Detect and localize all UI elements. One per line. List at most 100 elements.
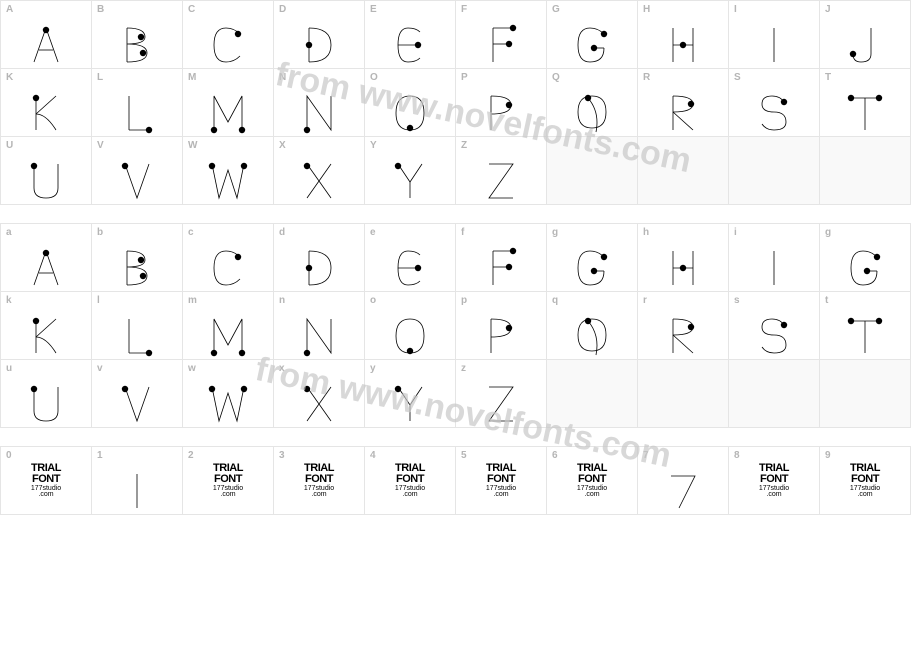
cell-lower-1-5: p: [456, 292, 547, 360]
cell-label: 5: [461, 450, 467, 461]
glyph-R: [638, 310, 728, 359]
trial-font-placeholder: TRIALFONT 177studio.com: [729, 447, 819, 514]
cell-lower-2-3: x: [274, 360, 365, 428]
cell-label: Z: [461, 140, 467, 151]
cell-lower-1-7: r: [638, 292, 729, 360]
cell-label: d: [279, 227, 285, 238]
cell-label: 9: [825, 450, 831, 461]
cell-label: e: [370, 227, 376, 238]
cell-lower-0-5: f: [456, 224, 547, 292]
cell-label: K: [6, 72, 13, 83]
cell-lower-0-4: e: [365, 224, 456, 292]
number-row: 0 TRIALFONT 177studio.com 12 TRIALFONT 1…: [0, 446, 911, 515]
glyph-C: [183, 242, 273, 291]
trial-font-placeholder: TRIALFONT 177studio.com: [183, 447, 273, 514]
cell-label: u: [6, 363, 12, 374]
glyph-D: [274, 19, 364, 68]
glyph-7: [638, 465, 728, 514]
cell-label: s: [734, 295, 740, 306]
cell-label: h: [643, 227, 649, 238]
trial-font-placeholder: TRIALFONT 177studio.com: [820, 447, 910, 514]
cell-label: J: [825, 4, 831, 15]
cell-lower-2-7: [638, 360, 729, 428]
cell-label: o: [370, 295, 376, 306]
cell-label: g: [825, 227, 831, 238]
glyph-G: [820, 242, 910, 291]
cell-label: S: [734, 72, 741, 83]
cell-num-0: 0 TRIALFONT 177studio.com: [1, 447, 92, 515]
upper-grid: ABCDEFGHIJKLMNOPQRSTUVWXYZ: [0, 0, 911, 205]
cell-upper-2-3: X: [274, 137, 365, 205]
cell-label: 4: [370, 450, 376, 461]
cell-upper-0-9: J: [820, 1, 911, 69]
glyph-U: [1, 378, 91, 427]
cell-label: b: [97, 227, 103, 238]
cell-label: B: [97, 4, 104, 15]
glyph-N: [274, 310, 364, 359]
glyph-M: [183, 310, 273, 359]
cell-label: y: [370, 363, 376, 374]
cell-label: n: [279, 295, 285, 306]
cell-label: L: [97, 72, 103, 83]
glyph-A: [1, 242, 91, 291]
cell-upper-2-9: [820, 137, 911, 205]
cell-lower-1-0: k: [1, 292, 92, 360]
cell-num-8: 8 TRIALFONT 177studio.com: [729, 447, 820, 515]
glyph-O: [365, 87, 455, 136]
trial-font-placeholder: TRIALFONT 177studio.com: [365, 447, 455, 514]
cell-label: k: [6, 295, 12, 306]
glyph-I: [729, 19, 819, 68]
cell-label: G: [552, 4, 560, 15]
glyph-Z: [456, 155, 546, 204]
cell-label: W: [188, 140, 197, 151]
glyph-C: [183, 19, 273, 68]
glyph-1: [92, 465, 182, 514]
cell-lower-0-7: h: [638, 224, 729, 292]
cell-label: Y: [370, 140, 377, 151]
cell-lower-2-6: [547, 360, 638, 428]
glyph-F: [456, 19, 546, 68]
cell-upper-2-1: V: [92, 137, 183, 205]
glyph-V: [92, 155, 182, 204]
cell-label: F: [461, 4, 467, 15]
glyph-V: [92, 378, 182, 427]
glyph-G: [547, 19, 637, 68]
cell-lower-2-9: [820, 360, 911, 428]
glyph-X: [274, 155, 364, 204]
cell-label: m: [188, 295, 197, 306]
cell-label: E: [370, 4, 377, 15]
cell-upper-0-7: H: [638, 1, 729, 69]
glyph-T: [820, 310, 910, 359]
cell-label: D: [279, 4, 286, 15]
cell-upper-0-8: I: [729, 1, 820, 69]
lower-grid: abcdefghigklmnopqrstuvwxyz: [0, 223, 911, 428]
cell-lower-1-4: o: [365, 292, 456, 360]
glyph-U: [1, 155, 91, 204]
cell-upper-2-7: [638, 137, 729, 205]
cell-upper-0-0: A: [1, 1, 92, 69]
cell-num-7: 7: [638, 447, 729, 515]
glyph-B: [92, 242, 182, 291]
cell-lower-1-8: s: [729, 292, 820, 360]
cell-label: M: [188, 72, 196, 83]
cell-label: i: [734, 227, 737, 238]
cell-upper-2-0: U: [1, 137, 92, 205]
cell-upper-0-6: G: [547, 1, 638, 69]
cell-upper-0-4: E: [365, 1, 456, 69]
cell-label: N: [279, 72, 286, 83]
glyph-Q: [547, 87, 637, 136]
cell-label: H: [643, 4, 650, 15]
glyph-S: [729, 310, 819, 359]
cell-label: 0: [6, 450, 12, 461]
cell-lower-0-1: b: [92, 224, 183, 292]
cell-upper-1-6: Q: [547, 69, 638, 137]
cell-upper-0-3: D: [274, 1, 365, 69]
trial-font-placeholder: TRIALFONT 177studio.com: [1, 447, 91, 514]
cell-lower-2-2: w: [183, 360, 274, 428]
glyph-D: [274, 242, 364, 291]
glyph-W: [183, 378, 273, 427]
glyph-N: [274, 87, 364, 136]
cell-lower-1-3: n: [274, 292, 365, 360]
glyph-X: [274, 378, 364, 427]
glyph-W: [183, 155, 273, 204]
